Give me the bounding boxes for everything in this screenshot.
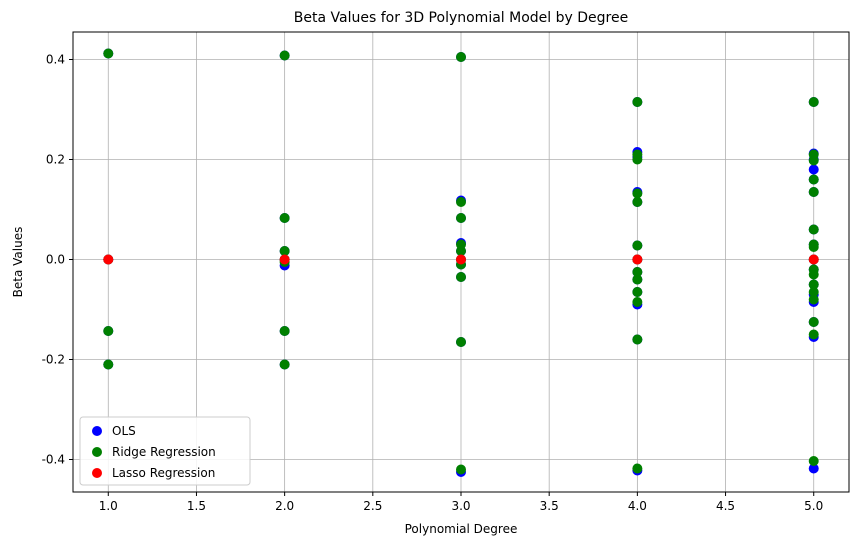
data-point xyxy=(279,254,290,265)
legend-frame xyxy=(79,416,251,486)
data-point xyxy=(632,267,643,277)
data-point xyxy=(808,254,819,265)
data-point xyxy=(632,197,643,207)
x-tick-label: 4.0 xyxy=(628,499,647,513)
data-point xyxy=(632,297,643,307)
data-point xyxy=(456,254,466,265)
y-tick-label: -0.2 xyxy=(42,353,65,367)
data-point xyxy=(632,154,643,165)
legend-label: OLS xyxy=(112,424,136,438)
data-point xyxy=(808,164,819,175)
data-point xyxy=(808,317,819,327)
data-point xyxy=(103,254,114,265)
data-point xyxy=(632,240,643,251)
data-point xyxy=(808,294,819,305)
data-point xyxy=(808,155,819,166)
x-tick-label: 5.0 xyxy=(804,499,823,513)
legend-marker xyxy=(92,426,102,436)
data-point xyxy=(456,197,466,207)
data-point xyxy=(632,334,643,345)
series-lasso-regression xyxy=(103,254,819,265)
data-point xyxy=(808,224,819,235)
chart-title: Beta Values for 3D Polynomial Model by D… xyxy=(294,10,628,26)
x-tick-label: 2.5 xyxy=(363,499,382,513)
data-points xyxy=(103,48,819,477)
x-tick-label: 4.5 xyxy=(716,499,735,513)
data-point xyxy=(808,456,819,466)
data-point xyxy=(279,246,290,256)
data-point xyxy=(808,97,819,107)
y-tick-label: -0.4 xyxy=(42,453,65,467)
data-point xyxy=(808,463,819,474)
data-point xyxy=(456,52,466,62)
y-tick-label: 0.2 xyxy=(46,153,65,167)
legend-marker xyxy=(92,468,102,478)
data-point xyxy=(456,337,466,347)
data-point xyxy=(279,50,290,61)
data-point xyxy=(279,326,290,336)
data-point xyxy=(808,242,819,252)
data-point xyxy=(808,287,819,297)
x-tick-label: 3.0 xyxy=(451,499,470,513)
y-axis-label: Beta Values xyxy=(11,227,25,298)
data-point xyxy=(808,279,819,290)
x-axis-label: Polynomial Degree xyxy=(405,522,518,536)
data-point xyxy=(456,213,466,223)
data-point xyxy=(456,464,466,475)
data-point xyxy=(103,48,114,59)
x-tick-label: 1.5 xyxy=(187,499,206,513)
x-axis-ticks: 1.0 1.5 2.0 2.5 3.0 3.5 4.0 4.5 5.0 xyxy=(99,492,823,513)
data-point xyxy=(279,359,290,370)
legend-marker xyxy=(92,447,102,457)
y-axis-ticks: -0.4 -0.2 0.0 0.2 0.4 xyxy=(42,53,73,467)
data-point xyxy=(808,269,819,280)
legend: OLS Ridge Regression Lasso Regression xyxy=(79,416,251,486)
y-tick-label: 0.0 xyxy=(46,253,65,267)
data-point xyxy=(808,187,819,197)
data-point xyxy=(632,97,643,107)
data-point xyxy=(456,272,466,282)
x-tick-label: 2.0 xyxy=(275,499,294,513)
data-point xyxy=(279,213,290,223)
x-tick-label: 1.0 xyxy=(99,499,118,513)
data-point xyxy=(632,188,643,199)
data-point xyxy=(456,246,466,256)
data-point xyxy=(632,463,643,474)
y-tick-label: 0.4 xyxy=(46,53,65,67)
series-ridge-regression xyxy=(103,48,819,475)
data-point xyxy=(808,329,819,340)
legend-label: Lasso Regression xyxy=(112,466,215,480)
data-point xyxy=(103,326,114,336)
data-point xyxy=(632,274,643,285)
x-tick-label: 3.5 xyxy=(540,499,559,513)
legend-label: Ridge Regression xyxy=(112,445,216,459)
data-point xyxy=(632,254,643,265)
data-point xyxy=(103,359,114,370)
data-point xyxy=(808,174,819,185)
data-point xyxy=(632,287,643,297)
